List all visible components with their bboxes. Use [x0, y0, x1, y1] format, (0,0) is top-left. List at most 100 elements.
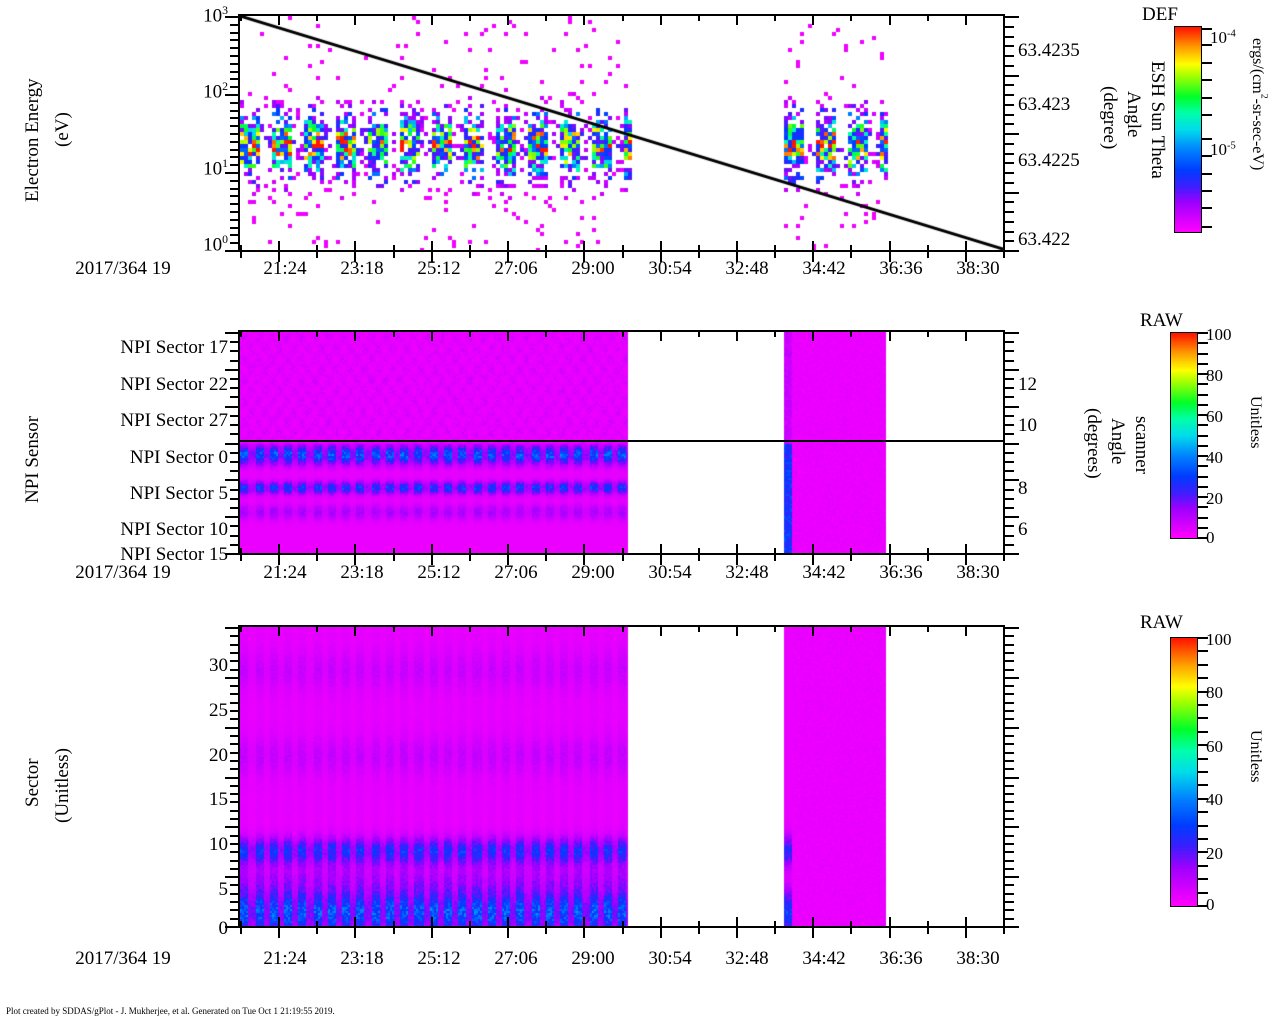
xtick-inner-top [735, 16, 738, 25]
xtick-outer [507, 555, 510, 565]
panel3-plot-area[interactable] [238, 625, 1005, 928]
xtick-inner [507, 917, 510, 926]
xtick-inner-top [735, 627, 738, 636]
left-tick [230, 31, 238, 34]
colorbar-tick-mark [1197, 362, 1208, 365]
panel2-rtick-8: 8 [1018, 478, 1028, 499]
left-tick [230, 148, 238, 151]
xtick-outer [545, 555, 548, 561]
left-tick [230, 226, 238, 229]
panel1-y-axis-units: (eV) [52, 100, 74, 160]
left-tick [230, 842, 238, 845]
xtick-inner-top [240, 332, 242, 337]
panel1-y-axis-units-text: (eV) [52, 112, 73, 148]
left-tick [225, 776, 238, 779]
panel2-xtick-8: 36:36 [879, 562, 923, 583]
colorbar-tick-mark [1197, 690, 1208, 693]
xtick-inner-top [545, 16, 548, 21]
xtick-inner-top [316, 627, 319, 632]
panel2-xtick-7: 34:42 [802, 562, 846, 583]
panel2-colorbar-tick-100: 100 [1206, 325, 1232, 344]
left-tick [230, 734, 238, 737]
left-tick [230, 892, 238, 895]
panel1-spectrogram [240, 16, 1003, 250]
colorbar-tick-mark [1197, 485, 1208, 488]
panel2-colorbar-tick-0: 0 [1206, 528, 1215, 547]
right-tick [1005, 892, 1014, 895]
xtick-inner-top [1003, 16, 1005, 21]
left-tick [230, 125, 238, 128]
right-tick [1005, 776, 1019, 779]
xtick-inner [888, 544, 891, 553]
right-tick [1005, 350, 1014, 353]
panel3-xtick-2: 25:12 [417, 948, 461, 969]
panel2-plot-area[interactable] [238, 330, 1005, 555]
colorbar-tick-mark [1197, 864, 1208, 867]
xtick-inner [621, 921, 624, 926]
right-tick [1005, 926, 1019, 928]
left-tick [230, 685, 238, 688]
right-tick [1005, 627, 1019, 629]
right-tick [1005, 516, 1019, 519]
right-tick [1005, 506, 1014, 509]
right-tick [1005, 917, 1014, 920]
right-tick [1005, 172, 1014, 174]
xtick-inner-top [964, 627, 967, 636]
xtick-inner [812, 544, 815, 553]
left-tick [230, 884, 238, 887]
colorbar-tick-mark [1197, 891, 1208, 894]
right-tick [1005, 701, 1014, 704]
left-tick [230, 424, 238, 427]
right-tick [1005, 488, 1014, 491]
colorbar-tick-mark [1197, 744, 1208, 747]
xtick-inner-top [468, 627, 471, 632]
xtick-inner [545, 921, 548, 926]
left-tick [225, 442, 238, 445]
right-tick [1005, 801, 1014, 804]
left-tick [230, 793, 238, 796]
panel1-rtick-634235: 63.4235 [1018, 40, 1080, 61]
xtick-outer [278, 555, 281, 565]
xtick-inner [659, 241, 662, 250]
right-tick [1005, 525, 1014, 528]
left-tick [230, 909, 238, 912]
panel1-y-axis-label: Electron Energy [22, 60, 44, 220]
footer-credit: Plot created by SDDAS/gPlot - J. Mukherj… [6, 1006, 335, 1016]
panel1-ytick-100: 102 [203, 80, 228, 103]
xtick-outer [659, 555, 662, 565]
panel3-xtick-5: 30:54 [648, 948, 692, 969]
right-tick [1005, 710, 1014, 713]
xtick-outer [774, 555, 777, 561]
right-tick [1005, 332, 1019, 334]
colorbar-tick-mark [1201, 190, 1212, 192]
colorbar-tick-mark [1201, 114, 1212, 117]
colorbar-tick-mark [1197, 424, 1208, 427]
xtick-outer [621, 555, 624, 561]
xtick-outer [583, 928, 586, 938]
xtick-inner [545, 245, 548, 250]
panel1-plot-area[interactable] [238, 14, 1005, 252]
panel1-ytick-1: 100 [203, 233, 228, 256]
colorbar-tick-mark [1197, 342, 1208, 345]
colorbar-tick-mark [1201, 155, 1212, 158]
left-tick [230, 195, 238, 198]
panel3-ytick-5: 5 [218, 879, 229, 900]
right-tick [1005, 867, 1014, 870]
xtick-outer [964, 555, 967, 565]
xtick-inner [697, 921, 700, 926]
xtick-inner [621, 245, 624, 250]
xtick-inner-top [774, 332, 777, 337]
xtick-inner-top [697, 627, 700, 632]
xtick-inner [316, 548, 319, 553]
right-tick [1005, 809, 1014, 812]
xtick-outer [583, 252, 586, 262]
panel1-colorbar-tick-1e-4: 10-4 [1210, 28, 1236, 47]
xtick-inner [697, 245, 700, 250]
left-tick [230, 140, 238, 143]
xtick-inner [850, 245, 853, 250]
colorbar-tick-mark [1197, 332, 1208, 334]
xtick-inner-top [583, 332, 586, 341]
left-tick [230, 451, 238, 454]
colorbar-tick-mark [1201, 96, 1212, 99]
colorbar-tick-mark [1197, 465, 1208, 468]
